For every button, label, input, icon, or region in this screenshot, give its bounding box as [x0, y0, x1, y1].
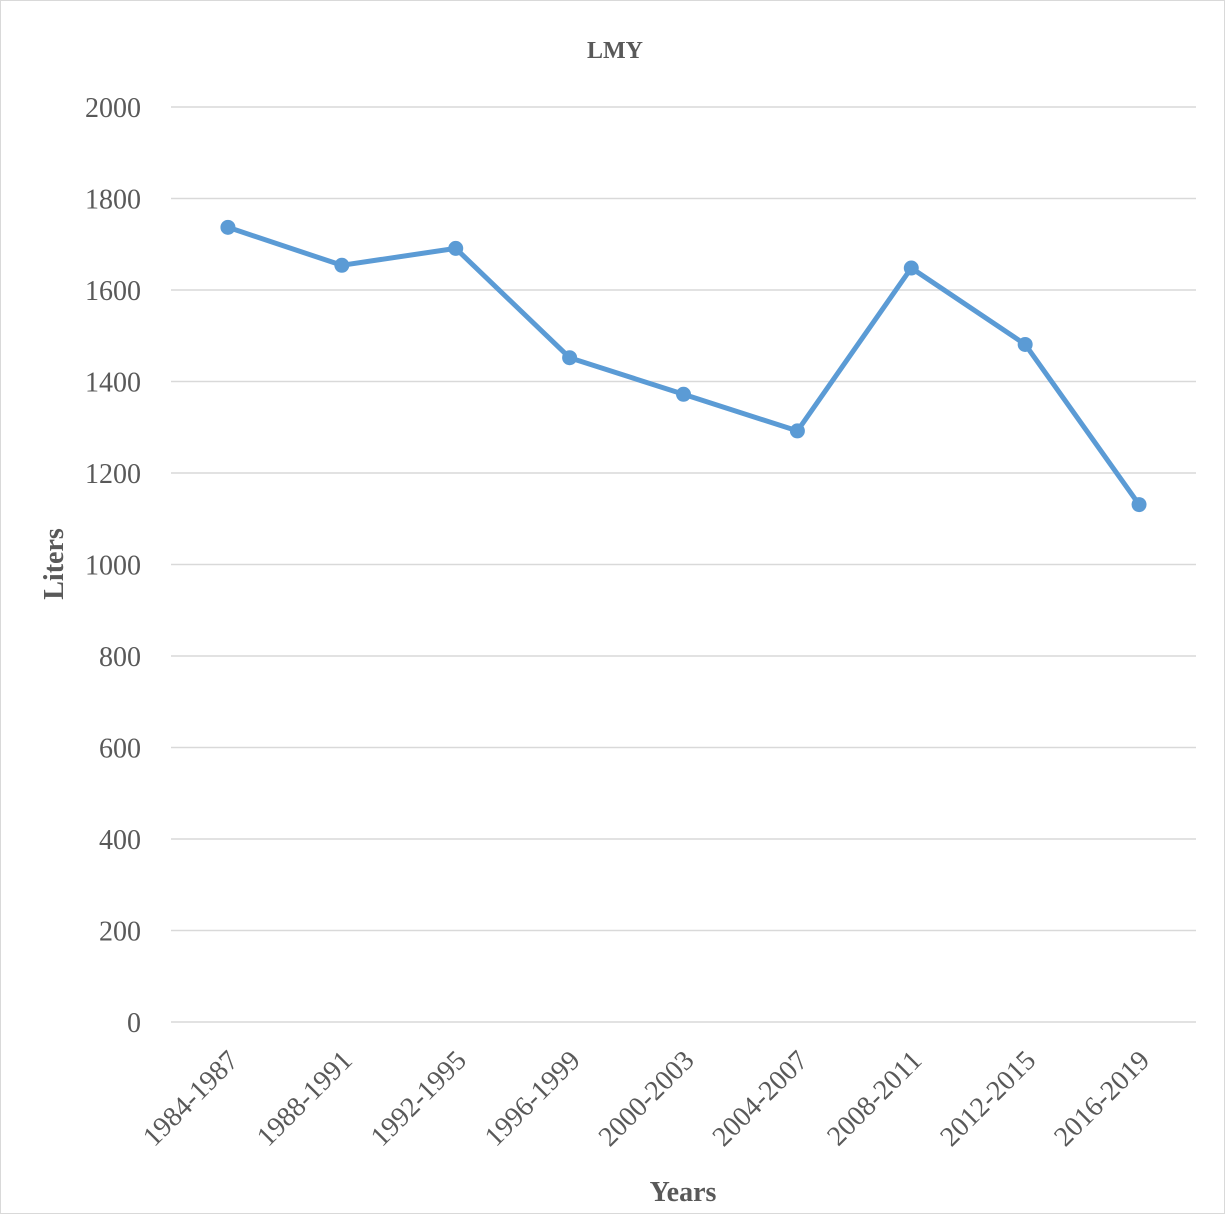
chart-title: LMY — [587, 38, 643, 64]
y-tick-label: 400 — [99, 825, 141, 856]
x-axis-title: Years — [650, 1177, 717, 1208]
data-point-2008-2011 — [903, 260, 919, 276]
y-tick-label: 1600 — [85, 276, 141, 307]
series-layer — [220, 219, 1147, 513]
y-tick-label: 1000 — [85, 551, 141, 582]
x-tick-label: 2004-2007 — [707, 1045, 815, 1153]
x-tick-label: 2012-2015 — [934, 1045, 1042, 1153]
data-point-1988-1991 — [334, 257, 350, 273]
x-tick-label: 2008-2011 — [821, 1045, 928, 1152]
y-axis-title: Liters — [39, 528, 70, 600]
data-point-2012-2015 — [1017, 336, 1033, 352]
y-axis-ticks: 0 200 400 600 800 1000 1200 1400 1600 1800 2000 — [85, 93, 141, 1039]
x-tick-label: 2016-2019 — [1048, 1045, 1156, 1153]
y-tick-label: 200 — [99, 917, 141, 948]
x-axis-ticks: 1984-1987 1988-1991 1992-1995 1996-1999 2000… — [137, 1045, 1156, 1153]
y-tick-label: 800 — [99, 642, 141, 673]
y-tick-label: 600 — [99, 734, 141, 765]
data-point-2004-2007 — [789, 423, 805, 439]
data-point-1984-1987 — [220, 219, 236, 235]
y-tick-label: 0 — [127, 1008, 141, 1039]
x-tick-label: 1984-1987 — [137, 1045, 245, 1153]
data-point-2000-2003 — [676, 386, 691, 402]
y-tick-label: 2000 — [85, 93, 141, 124]
data-point-2016-2019 — [1131, 497, 1147, 513]
y-tick-label: 1800 — [85, 185, 141, 216]
gridlines — [171, 106, 1196, 1023]
x-tick-label: 1988-1991 — [251, 1045, 359, 1153]
x-tick-label: 1996-1999 — [479, 1045, 587, 1153]
x-tick-label: 1992-1995 — [365, 1045, 473, 1153]
y-tick-label: 1400 — [85, 368, 141, 399]
x-tick-label: 2000-2003 — [593, 1045, 701, 1153]
data-point-1996-1999 — [562, 350, 578, 366]
y-tick-label: 1200 — [85, 459, 141, 490]
series-line — [225, 224, 1142, 508]
data-point-1992-1995 — [448, 240, 464, 256]
